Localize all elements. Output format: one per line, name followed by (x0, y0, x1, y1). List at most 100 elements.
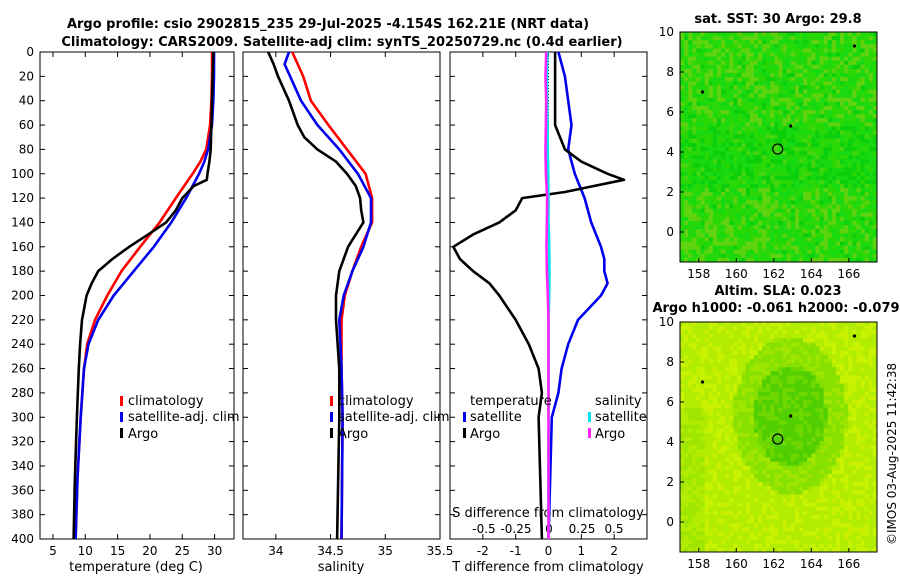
map-cell (831, 225, 837, 230)
map-cell (725, 395, 730, 401)
map-cell (712, 383, 718, 389)
map-cell (860, 350, 866, 356)
map-cell (692, 179, 697, 185)
temperature-climatology-line (74, 52, 214, 540)
map-cell (766, 179, 771, 185)
map-cell (753, 453, 759, 458)
x-tick-label: -2 (477, 544, 489, 558)
map-cell (852, 449, 857, 454)
map-cell (680, 233, 685, 238)
map-cell (716, 391, 722, 397)
map-cell (811, 342, 816, 348)
legend-label-satellite: satellite-adj. clim (338, 410, 450, 425)
map-cell (753, 188, 759, 193)
map-cell (737, 81, 742, 86)
map-cell (696, 346, 701, 352)
map-cell (716, 114, 722, 119)
map-cell (721, 465, 726, 471)
legend-header-salinity: salinity (595, 394, 642, 409)
map-cell (716, 225, 722, 230)
island-marker (789, 124, 793, 128)
map-cell (749, 68, 755, 74)
map-cell (749, 77, 755, 82)
map-cell (737, 322, 742, 327)
map-cell (864, 490, 870, 495)
map-cell (753, 68, 759, 74)
map-cell (770, 192, 775, 197)
map-cell (716, 64, 722, 70)
map-cell (860, 208, 866, 214)
map-cell (762, 249, 767, 255)
map-cell (868, 257, 874, 263)
map-cell (819, 167, 825, 173)
x-tick-label: 34.5 (317, 544, 344, 558)
x-tick-label: 35.5 (427, 544, 454, 558)
map-cell (856, 225, 861, 230)
map-cell (704, 457, 710, 463)
map-cell (680, 85, 685, 90)
map-cell (741, 64, 747, 70)
map-cell (803, 118, 808, 123)
map-cell (704, 469, 710, 475)
map-cell (811, 216, 816, 222)
map-cell (700, 334, 706, 339)
map-cell (725, 449, 730, 454)
difference-panel: T difference from climatology S differen… (449, 51, 648, 575)
map-cell (815, 138, 820, 144)
map-cell (860, 155, 866, 160)
map-cell (716, 85, 722, 90)
map-cell (757, 225, 763, 230)
map-cell (831, 338, 837, 343)
map-cell (872, 473, 878, 479)
map-cell (757, 245, 763, 251)
map-cell (737, 225, 742, 230)
map-cell (782, 44, 788, 49)
map-cell (848, 420, 853, 426)
map-cell (733, 118, 738, 123)
map-cell (803, 350, 808, 356)
map-cell (794, 60, 800, 66)
map-cell (716, 241, 722, 246)
map-cell (840, 93, 845, 99)
map-cell (753, 428, 759, 434)
map-cell (807, 330, 812, 335)
map-cell (774, 257, 779, 263)
map-cell (741, 81, 747, 86)
map-cell (766, 130, 771, 136)
map-cell (680, 326, 685, 331)
map-cell (704, 73, 710, 78)
map-cell (704, 387, 710, 393)
map-cell (844, 473, 849, 479)
map-cell (811, 354, 816, 360)
map-cell (733, 48, 738, 53)
map-cell (872, 338, 878, 343)
map-cell (729, 432, 734, 438)
map-cell (733, 428, 738, 434)
map-cell (757, 478, 763, 483)
map-cell (786, 465, 792, 471)
map-cell (716, 478, 722, 483)
map-cell (790, 441, 796, 446)
map-cell (803, 188, 808, 193)
map-cell (811, 163, 816, 168)
map-cell (766, 367, 771, 372)
map-cell (708, 110, 714, 115)
map-cell (864, 469, 870, 475)
map-cell (684, 253, 689, 259)
map-cell (684, 159, 689, 164)
map-cell (799, 183, 804, 189)
map-cell (725, 52, 730, 58)
map-cell (749, 229, 755, 234)
map-cell (708, 249, 714, 255)
map-cell (708, 179, 714, 185)
map-cell (799, 212, 804, 218)
map-cell (778, 147, 783, 152)
map-cell (856, 482, 861, 487)
map-cell (860, 77, 866, 82)
map-cell (782, 257, 788, 263)
map-cell (823, 322, 829, 327)
map-cell (811, 200, 816, 205)
map-cell (868, 126, 874, 131)
map-cell (778, 122, 783, 127)
map-cell (692, 482, 697, 487)
